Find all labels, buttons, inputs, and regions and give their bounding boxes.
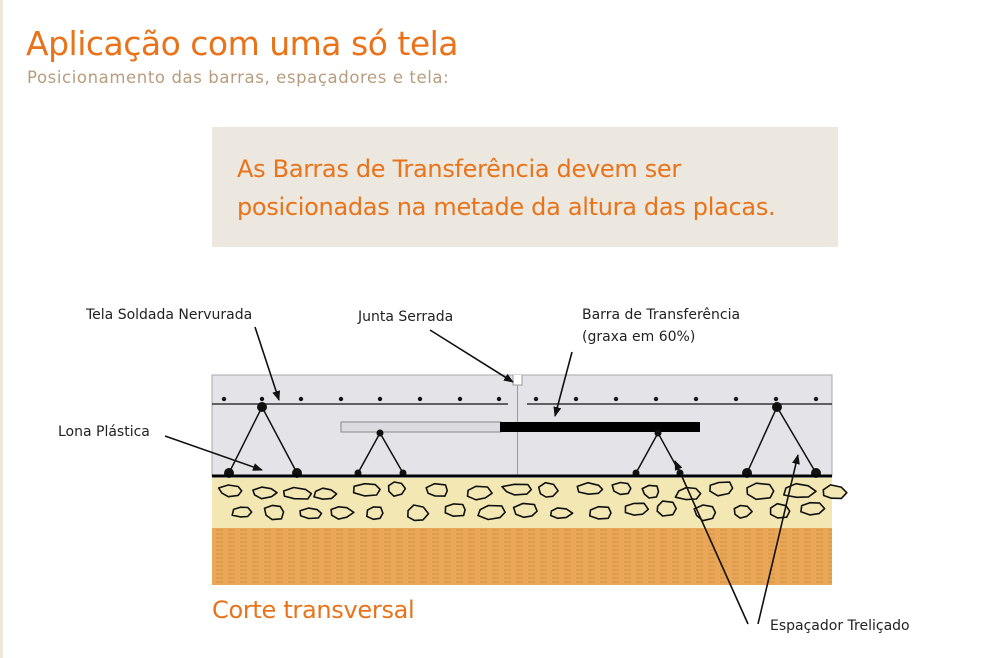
gravel-stone: [263, 504, 285, 521]
gravel-stone: [366, 506, 384, 521]
gravel-stone: [537, 481, 559, 498]
gravel-stone: [501, 483, 533, 496]
gravel-stones: [217, 481, 848, 522]
mesh-bar-dot: [298, 396, 304, 402]
mesh-bar-dot: [653, 396, 659, 402]
callout-arrows: [164, 326, 800, 625]
gravel-stone: [769, 502, 791, 519]
arrow-spacer-2: [757, 454, 800, 625]
mesh-bar-dot: [573, 396, 579, 402]
mesh-bar-dot: [221, 396, 227, 402]
mesh-bar-dot: [533, 396, 539, 402]
mesh-bar-dot: [377, 396, 383, 402]
gravel-stone: [611, 481, 632, 496]
page-title: Aplicação com uma só tela: [26, 24, 459, 63]
mesh-bar-dot: [813, 396, 819, 402]
dowel-greased-part: [340, 421, 502, 433]
gravel-stone: [549, 507, 574, 520]
label-joint: Junta Serrada: [358, 309, 454, 325]
gravel-stone: [674, 486, 702, 501]
gravel-stone: [444, 503, 466, 517]
arrow-membrane: [164, 435, 263, 471]
label-mesh: Tela Soldada Nervurada: [86, 307, 253, 323]
gravel-stone: [477, 504, 506, 521]
label-dowel: Barra de Transferência: [582, 307, 741, 323]
gravel-stone: [252, 486, 278, 500]
note-box: As Barras de Transferência devem ser pos…: [212, 127, 838, 247]
label-membrane: Lona Plástica: [58, 424, 150, 440]
gravel-stone: [576, 481, 604, 495]
gravel-stone: [387, 481, 407, 497]
mesh-bar-dot: [259, 396, 265, 402]
gravel-stone: [746, 482, 775, 501]
left-border: [0, 0, 3, 658]
gravel-stone: [282, 486, 313, 500]
dowel-bar: [500, 422, 700, 432]
label-dowel-note: (graxa em 60%): [582, 329, 696, 345]
gravel-stone: [783, 482, 817, 499]
mesh-bar-dot: [417, 396, 423, 402]
gravel-stone: [822, 484, 848, 500]
gravel-stone: [709, 481, 734, 497]
gravel-stone: [299, 507, 323, 520]
arrow-dowel: [553, 351, 573, 417]
label-spacer: Espaçador Treliçado: [770, 618, 910, 634]
gravel-stone: [330, 506, 355, 520]
mesh-bar-dot: [338, 396, 344, 402]
gravel-stone: [217, 484, 243, 498]
gravel-stone: [624, 502, 650, 516]
page-subtitle: Posicionamento das barras, espaçadores e…: [27, 68, 450, 87]
mesh-bar-dot: [733, 396, 739, 402]
gravel-stone: [313, 487, 338, 500]
gravel-stone: [641, 484, 660, 499]
gravel-stone: [231, 506, 253, 518]
gravel-stone: [466, 485, 493, 501]
gravel-stone: [407, 504, 430, 522]
arrow-joint: [429, 329, 514, 383]
mesh-bar-dot: [613, 396, 619, 402]
saw-joint: [512, 375, 523, 386]
mesh-bar-dot: [496, 396, 502, 402]
gravel-stone: [425, 482, 449, 497]
gravel-stone: [800, 501, 826, 516]
mesh-bar-dot: [693, 396, 699, 402]
gravel-stone: [588, 505, 612, 520]
diagram-caption: Corte transversal: [212, 596, 415, 624]
note-line-2: posicionadas na metade da altura das pla…: [237, 193, 776, 221]
arrow-mesh: [254, 326, 280, 401]
gravel-stone: [512, 502, 538, 519]
note-line-1: As Barras de Transferência devem ser: [237, 155, 681, 183]
gravel-stone: [733, 504, 753, 519]
mesh-bar-dot: [457, 396, 463, 402]
mesh-bars: [221, 396, 819, 402]
gravel-stone: [656, 500, 677, 517]
soil-layer: [212, 528, 832, 585]
arrow-spacer-1: [674, 460, 749, 625]
gravel-stone: [352, 482, 381, 497]
mesh-bar-dot: [773, 396, 779, 402]
